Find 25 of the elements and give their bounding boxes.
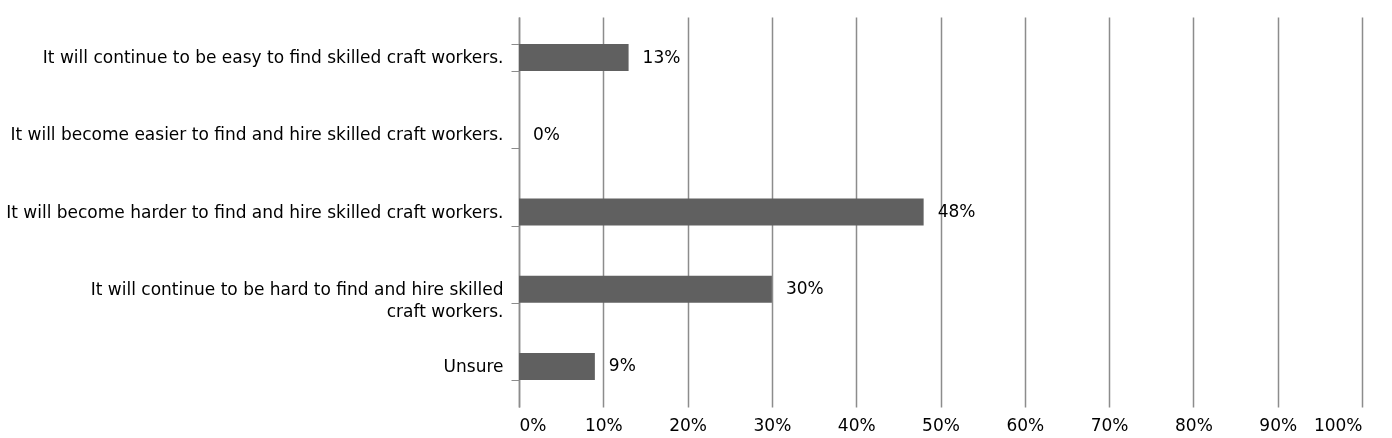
- x-tick-label: 90%: [1259, 414, 1298, 435]
- x-tick-label: 100%: [1313, 414, 1363, 435]
- y-tick-label: It will continue to be hard to find and hire skilled craft workers.: [90, 278, 504, 321]
- x-tick-label: 60%: [1006, 414, 1045, 435]
- x-tick-label: 20%: [669, 414, 707, 435]
- data-label: 0%: [533, 123, 560, 144]
- y-tick-label: It will continue to be easy to find skilled craft workers.: [42, 47, 504, 68]
- x-tick-label: 30%: [753, 414, 792, 435]
- bar: [519, 44, 629, 72]
- y-tick-label: It will become easier to find and hire skilled craft workers.: [10, 124, 504, 145]
- data-label: 48%: [937, 201, 976, 221]
- x-tick-label: 70%: [1090, 414, 1129, 435]
- data-label: 9%: [608, 355, 636, 376]
- x-tick-label: 50%: [922, 414, 960, 435]
- bar: [519, 198, 924, 226]
- y-tick-label: It will become harder to find and hire skilled craft workers.: [6, 201, 504, 222]
- x-tick-label: 0%: [519, 414, 547, 435]
- data-label: 30%: [785, 278, 824, 299]
- bar: [519, 275, 772, 303]
- x-tick-label: 40%: [837, 414, 876, 435]
- x-tick-label: 10%: [584, 414, 623, 435]
- data-label: 13%: [642, 46, 681, 67]
- y-tick-label: Unsure: [443, 355, 504, 376]
- x-tick-label: 80%: [1175, 414, 1213, 435]
- bar: [519, 352, 595, 380]
